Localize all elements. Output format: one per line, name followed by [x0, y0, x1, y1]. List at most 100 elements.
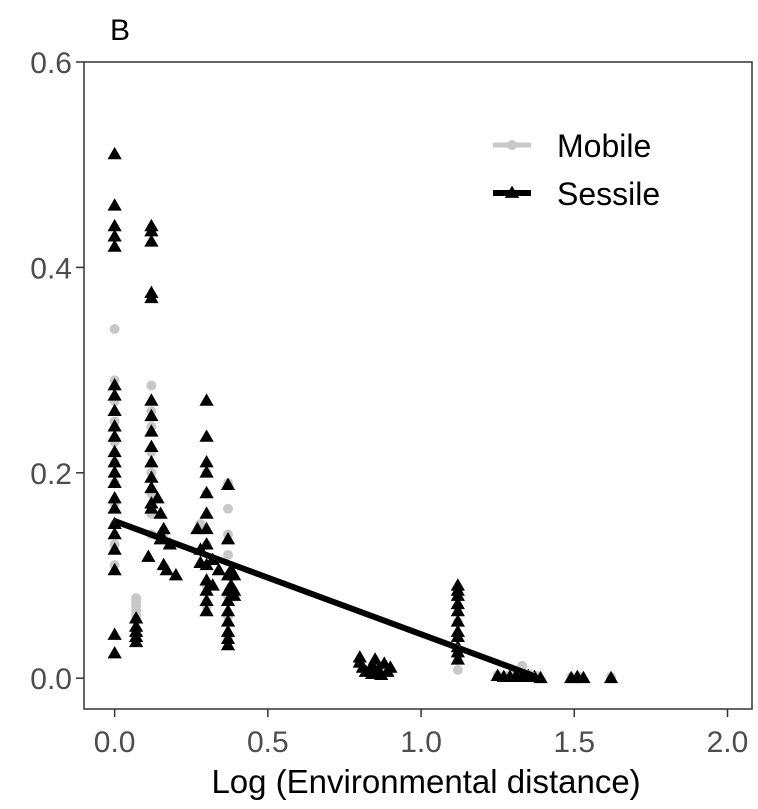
- sessile-point: [107, 455, 122, 468]
- sessile-point: [199, 393, 214, 406]
- panel-label: B: [110, 14, 130, 47]
- sessile-point: [107, 403, 122, 417]
- mobile-point: [109, 324, 120, 335]
- sessile-point: [450, 645, 465, 658]
- sessile-point: [107, 526, 122, 540]
- legend: Mobile Sessile: [493, 128, 660, 212]
- sessile-point: [364, 666, 380, 679]
- sessile-point: [199, 603, 214, 617]
- plot-panel-border: [83, 61, 753, 710]
- sessile-point: [107, 465, 122, 478]
- axes: 0.0 0.5 1.0 1.5 2.0 0.0 0.2 0.4 0.6: [30, 47, 748, 759]
- sessile-point: [128, 634, 144, 648]
- sessile-point: [150, 490, 165, 504]
- x-tick-label: 0.0: [94, 726, 136, 759]
- sessile-point: [107, 646, 122, 659]
- x-tick-label: 1.0: [400, 726, 442, 759]
- sessile-point: [107, 429, 122, 442]
- mobile-point: [146, 380, 157, 391]
- sessile-point: [144, 408, 159, 422]
- sessile-point: [199, 506, 214, 519]
- sessile-point: [199, 455, 214, 468]
- sessile-point: [141, 549, 156, 562]
- legend-circle-marker: [507, 140, 517, 150]
- sessile-point: [144, 501, 159, 514]
- sessile-point: [107, 378, 122, 391]
- sessile-point: [603, 670, 619, 684]
- sessile-point: [199, 485, 214, 499]
- sessile-point: [220, 603, 236, 617]
- sessile-point: [199, 537, 214, 550]
- mobile-point: [223, 503, 234, 514]
- sessile-fit-line: [113, 518, 536, 679]
- sessile-point: [144, 393, 159, 406]
- mobile-point: [223, 549, 234, 560]
- legend-label: Sessile: [557, 176, 660, 212]
- sessile-point: [199, 429, 214, 442]
- sessile-point: [144, 234, 159, 247]
- y-tick-label: 0.2: [30, 458, 72, 491]
- x-axis-title: Log (Environmental distance): [211, 763, 640, 800]
- sessile-point: [144, 439, 159, 452]
- sessile-point: [144, 470, 159, 483]
- mobile-point: [452, 664, 463, 675]
- sessile-point: [199, 465, 214, 478]
- sessile-point: [128, 611, 144, 624]
- legend-label: Mobile: [557, 128, 651, 164]
- sessile-point: [168, 567, 184, 581]
- sessile-point: [199, 593, 214, 607]
- sessile-point: [107, 388, 122, 401]
- sessile-point: [107, 562, 122, 576]
- sessile-point: [450, 596, 465, 610]
- sessile-point: [107, 198, 122, 211]
- legend-triangle-marker: [504, 185, 520, 198]
- sessile-point: [211, 562, 226, 576]
- sessile-point: [227, 588, 242, 601]
- sessile-point: [367, 652, 383, 665]
- sessile-point: [107, 239, 122, 252]
- sessile-point: [450, 652, 465, 665]
- sessile-point: [220, 614, 236, 627]
- sessile-point: [144, 480, 159, 494]
- sessile-point: [107, 419, 122, 432]
- sessile-point: [107, 627, 122, 640]
- sessile-point: [533, 670, 548, 684]
- sessile-point: [144, 290, 159, 304]
- sessile-point: [144, 223, 159, 237]
- sessile-point: [107, 501, 122, 514]
- sessile-point: [220, 532, 236, 545]
- x-tick-label: 1.5: [553, 726, 595, 759]
- sessile-point: [576, 670, 591, 684]
- sessile-point: [205, 578, 220, 591]
- sessile-point: [450, 614, 465, 627]
- sessile-point: [107, 229, 122, 242]
- sessile-point: [156, 521, 171, 535]
- sessile-point: [199, 521, 214, 535]
- sessile-point: [144, 455, 159, 468]
- sessile-point: [107, 542, 122, 555]
- sessile-point: [220, 624, 236, 637]
- sessile-point: [107, 218, 122, 232]
- y-tick-label: 0.4: [30, 252, 72, 285]
- sessile-point: [190, 521, 205, 535]
- sessile-point: [107, 444, 122, 458]
- sessile-point: [227, 567, 242, 581]
- sessile-point: [450, 603, 465, 617]
- sessile-point: [383, 660, 398, 673]
- sessile-point: [159, 562, 174, 576]
- sessile-point: [153, 506, 168, 519]
- sessile-point: [144, 424, 159, 437]
- sessile-point: [220, 477, 236, 490]
- x-tick-label: 2.0: [707, 726, 749, 759]
- sessile-point: [107, 490, 122, 504]
- sessile-point: [107, 475, 122, 488]
- sessile-point: [107, 146, 122, 160]
- fit-lines-layer: [113, 518, 536, 679]
- sessile-point: [450, 588, 465, 601]
- sessile-point: [199, 573, 214, 586]
- y-tick-label: 0.6: [30, 47, 72, 80]
- sessile-point: [450, 629, 465, 642]
- points-layer: [107, 146, 619, 684]
- x-tick-label: 0.5: [247, 726, 289, 759]
